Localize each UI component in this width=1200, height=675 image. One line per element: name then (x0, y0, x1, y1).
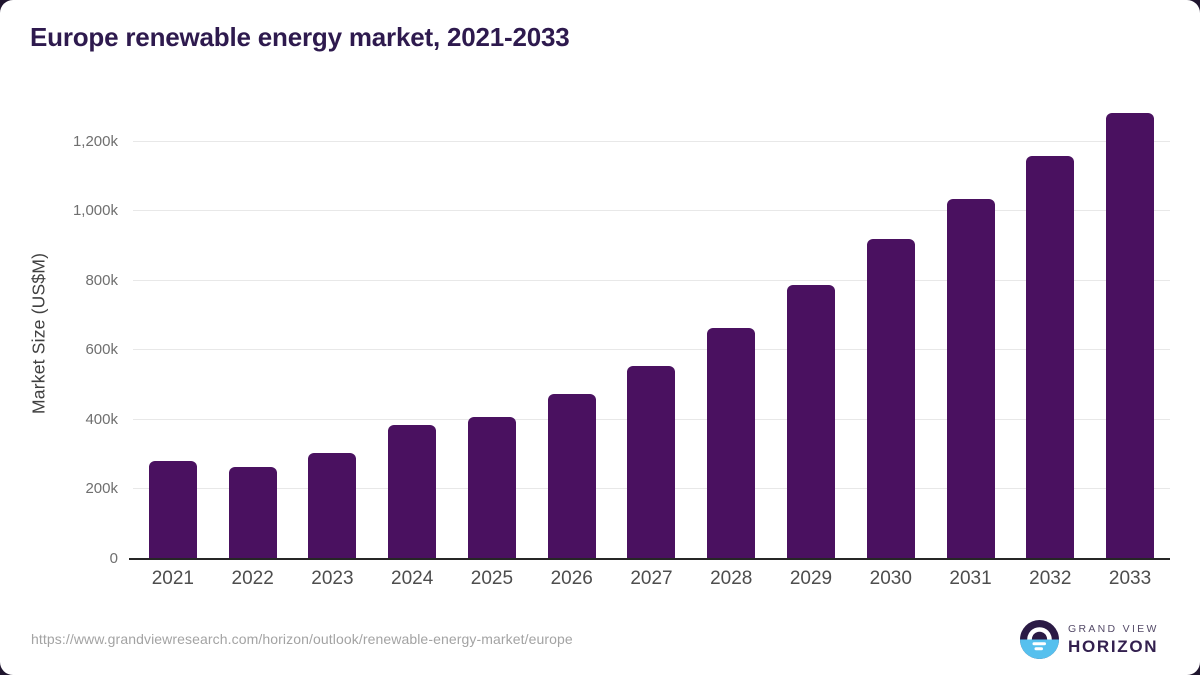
x-axis-line (129, 558, 1170, 560)
y-tick-label: 200k (85, 480, 118, 498)
x-axis-tick-labels: 2021 2022 2023 2024 2025 2026 2027 2028 2029 2030… (133, 568, 1170, 590)
bar-slot (452, 107, 532, 559)
bar-slot (851, 107, 931, 559)
chart-title: Europe renewable energy market, 2021-203… (30, 22, 570, 52)
bar-slot (372, 107, 452, 559)
bar-2023 (308, 452, 357, 559)
bar-2032 (1026, 155, 1075, 559)
bar-2022 (228, 467, 277, 559)
x-tick-label: 2030 (869, 568, 912, 589)
bar-slot (612, 107, 692, 559)
gridline (133, 279, 1170, 281)
bar-2030 (866, 239, 915, 559)
bar-slot (532, 107, 612, 559)
plot-area (129, 107, 1170, 560)
y-tick-label: 800k (85, 271, 118, 289)
bar-2025 (467, 416, 516, 559)
bar-slot (133, 107, 213, 559)
bar-slot (293, 107, 373, 559)
bar-slot (771, 107, 851, 559)
x-tick-label: 2029 (789, 568, 833, 589)
x-tick-label: 2026 (550, 568, 593, 589)
gridline (133, 140, 1170, 142)
x-tick-label: 2023 (311, 568, 354, 589)
bar-2028 (707, 328, 756, 559)
y-tick-label: 1,200k (72, 132, 118, 150)
bar-slot (931, 107, 1011, 559)
bar-2024 (388, 424, 437, 559)
x-tick-label: 2024 (391, 568, 434, 589)
x-tick-label: 2025 (470, 568, 514, 589)
source-url: https://www.grandviewresearch.com/horizo… (31, 631, 573, 647)
brand-wordmark: GRAND VIEW HORIZON (1068, 623, 1159, 657)
x-tick-label: 2022 (231, 568, 274, 589)
brand-grand-view-label: GRAND VIEW (1068, 622, 1159, 635)
x-tick-label: 2033 (1108, 568, 1152, 589)
bar-slot (691, 107, 771, 559)
bar-2029 (787, 284, 835, 559)
brand-logo: GRAND VIEW HORIZON (1020, 620, 1159, 659)
bar-series (133, 107, 1170, 559)
x-tick-label: 2028 (710, 568, 753, 589)
x-tick-label: 2032 (1029, 568, 1072, 589)
bar-2031 (946, 198, 995, 559)
bar-slot (213, 107, 293, 559)
y-axis-tick-labels: 0 200k 400k 600k 800k 1,000k 1,200k (0, 107, 118, 567)
x-tick-label: 2031 (949, 568, 992, 589)
x-tick-label: 2021 (151, 568, 195, 589)
y-tick-label: 0 (109, 550, 118, 567)
bar-2021 (148, 460, 197, 559)
y-tick-label: 400k (85, 410, 118, 428)
bar-2033 (1106, 112, 1155, 559)
bar-slot (1090, 107, 1170, 559)
brand-horizon-label: HORIZON (1068, 636, 1159, 656)
bar-slot (1010, 107, 1090, 559)
y-tick-label: 600k (85, 341, 118, 359)
y-tick-label: 1,000k (72, 202, 118, 220)
bar-2027 (627, 365, 676, 559)
bar-2026 (547, 393, 596, 559)
gridline (133, 210, 1170, 212)
x-tick-label: 2027 (630, 568, 673, 589)
grand-view-horizon-logo-icon (1020, 620, 1059, 659)
gridline (133, 349, 1170, 351)
